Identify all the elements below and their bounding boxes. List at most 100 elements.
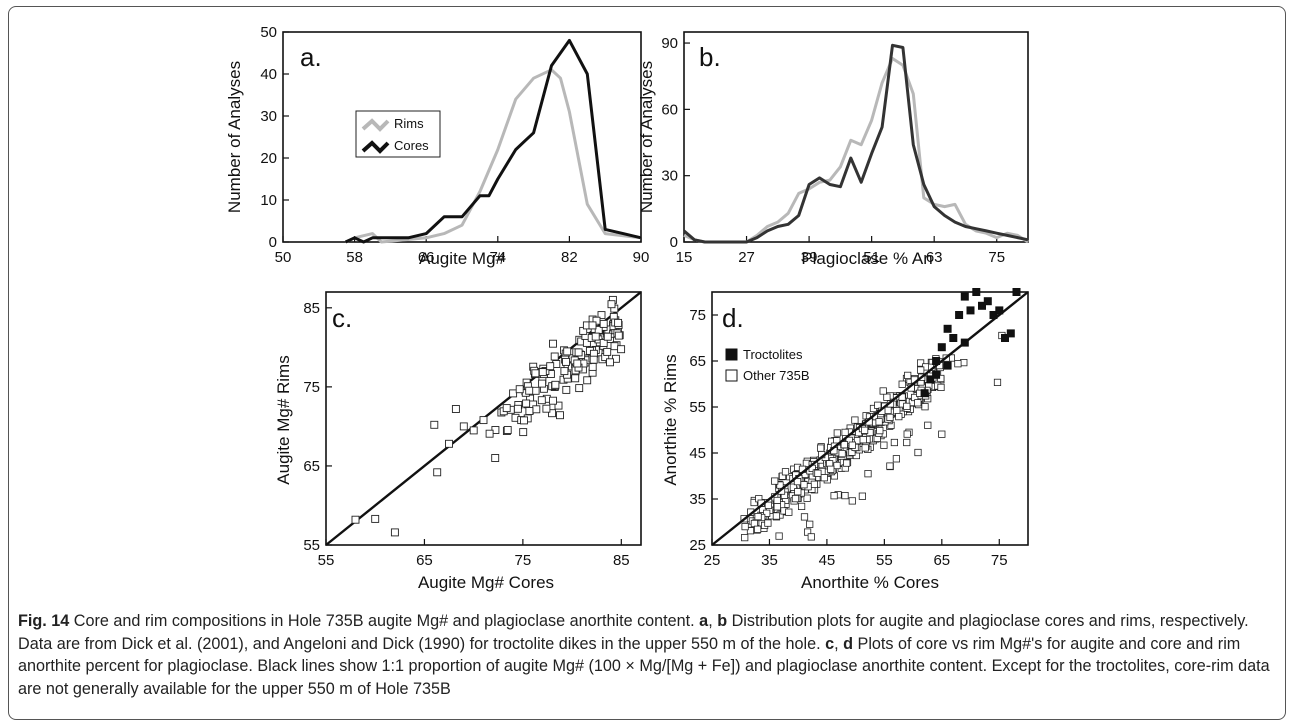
panel-d-point-other (843, 459, 851, 467)
panel-c-point (485, 429, 494, 438)
panel-c-point (550, 352, 559, 361)
legend-troctolites-label: Troctolites (743, 347, 803, 362)
panel-d-point-other (764, 519, 772, 527)
panel-d-point-other (775, 532, 783, 540)
panel-d-point-other (804, 528, 812, 536)
panel-d-point-other (781, 468, 790, 476)
panel-a-ytick-label: 10 (260, 192, 277, 209)
figure-charts: a. Augite Mg# Number of Analyses Rims Co… (225, 24, 1029, 592)
panel-b-ytick-label: 90 (661, 35, 678, 52)
panel-d-point-other (903, 438, 911, 447)
panel-b-series-rims-line (683, 57, 1029, 244)
panel-d-xlabel: Anorthite % Cores (801, 573, 939, 592)
panel-c-point (562, 385, 571, 394)
panel-b-ytick-label: 30 (661, 168, 678, 185)
panel-d-point-other (803, 494, 811, 502)
legend-other-label: Other 735B (743, 368, 810, 383)
panel-d-point-other (874, 401, 882, 409)
panel-a-xlabel: Augite Mg# (419, 249, 506, 268)
figure-frame (8, 6, 1286, 720)
panel-d-point-other (884, 406, 892, 415)
panel-b-xlabel: Plagioclase % An (801, 249, 932, 268)
panel-d-point-troctolite (932, 370, 941, 379)
panel-d-ytick-label: 25 (689, 537, 706, 554)
panel-d-point-other (798, 502, 806, 511)
legend-rims-swatch (361, 118, 390, 132)
panel-c-point (503, 426, 512, 434)
panel-d-point-other (794, 488, 802, 496)
panel-d-point-other (810, 480, 818, 488)
panel-d-point-other (814, 469, 822, 477)
panel-d-point-other (750, 498, 758, 507)
panel-d-xtick-label: 35 (761, 552, 778, 569)
panel-c-point (542, 404, 551, 413)
panel-c-point (538, 368, 547, 377)
panel-a-ytick-label: 50 (260, 24, 277, 41)
panel-c-point (556, 411, 564, 420)
panel-d-point-other (773, 496, 781, 505)
panel-d-point-other (892, 455, 901, 463)
figure-caption: Fig. 14 Core and rim compositions in Hol… (18, 610, 1280, 700)
panel-d-point-other (807, 533, 815, 541)
panel-c-point (546, 362, 555, 371)
panel-d-point-other (921, 403, 929, 411)
panel-d-point-other (741, 534, 749, 542)
panel-c-point (606, 358, 614, 367)
panel-c-ytick-label: 55 (303, 537, 320, 554)
panel-d-point-other (861, 426, 869, 434)
panel-c-xtick-label: 85 (613, 552, 630, 569)
caption-ref-d: d (843, 634, 854, 653)
panel-d-point-other (830, 492, 838, 500)
panel-d-ytick-label: 75 (689, 307, 706, 324)
panel-d-point-other (773, 503, 781, 511)
panel-a-label: a. (300, 42, 322, 72)
panel-d-ytick-label: 45 (689, 445, 706, 462)
panel-d-point-other (917, 366, 925, 374)
panel-c-point (509, 389, 518, 398)
panel-d-point-other (917, 359, 925, 367)
panel-c-point (451, 405, 460, 413)
panel-c-point (491, 454, 500, 462)
panel-d-point-troctolite (983, 297, 992, 306)
panel-c-point (520, 416, 528, 425)
panel-d-point-other (864, 470, 872, 478)
panel-d-point-troctolite (943, 324, 952, 333)
panel-d-point-other (785, 508, 793, 516)
panel-d-point-other (791, 494, 800, 503)
panel-c-point (603, 347, 612, 356)
panel-d-point-other (848, 441, 856, 449)
panel-d-ytick-label: 35 (689, 491, 706, 508)
panel-c-point (573, 359, 582, 368)
caption-sep-ab: , (708, 612, 718, 630)
panel-a-ytick-label: 30 (260, 108, 277, 125)
panel-b-xtick-label: 51 (863, 249, 880, 266)
panel-c-point (614, 318, 623, 327)
panel-d-point-other (880, 441, 888, 449)
panel-c-point (551, 380, 560, 389)
panel-d-point-other (960, 358, 968, 367)
panel-d-point-other (789, 483, 798, 491)
panel-d-point-other (820, 474, 828, 482)
panel-d-point-other (833, 429, 841, 437)
panel-d-point-other (875, 418, 883, 426)
panel-d-point-troctolite (955, 310, 964, 319)
panel-d-point-other (833, 461, 841, 470)
panel-d-point-troctolite (1012, 287, 1021, 296)
panel-d-point-other (903, 402, 911, 411)
panel-d-point-troctolite (937, 343, 946, 352)
panel-d-chart: d. Anorthite % Cores Anorthite % Rims Tr… (661, 287, 1029, 592)
panel-c-point (563, 347, 572, 356)
panel-d-point-other (841, 491, 849, 500)
panel-d-point-other (800, 513, 809, 521)
panel-b-ylabel: Number of Analyses (637, 61, 656, 213)
caption-ref-c: c (825, 634, 835, 653)
panel-c-ytick-label: 85 (303, 300, 320, 317)
panel-d-point-troctolite (978, 301, 987, 310)
panel-c-point (591, 332, 600, 341)
panel-d-point-other (806, 520, 814, 528)
panel-a-ytick-label: 0 (269, 234, 277, 251)
panel-c-point (603, 332, 612, 341)
panel-d-point-troctolite (943, 361, 952, 370)
panel-a-series-cores-line (344, 38, 642, 244)
caption-fig-label: Fig. 14 (18, 612, 70, 630)
